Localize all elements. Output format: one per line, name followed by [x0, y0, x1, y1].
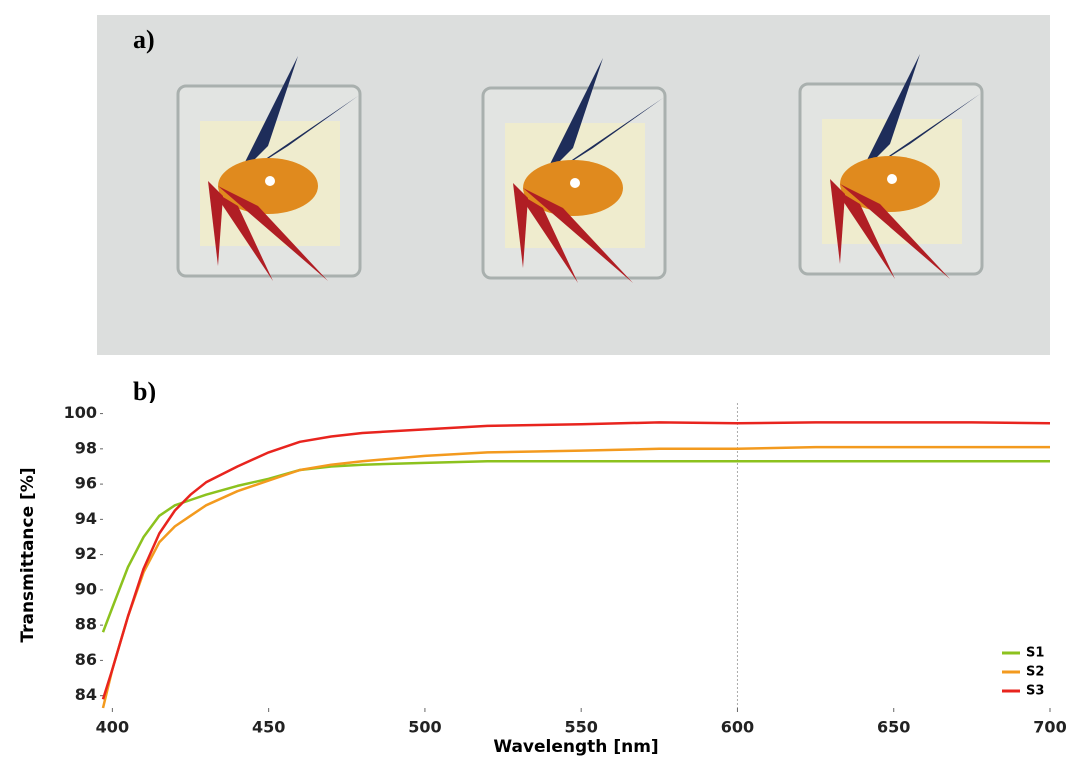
series-line [101, 445, 1050, 709]
x-tick-label: 650 [877, 718, 910, 737]
y-tick-label: 94 [75, 509, 97, 528]
plot-area [103, 403, 1050, 708]
y-tick-label: 96 [75, 474, 97, 493]
legend-label: S3 [1026, 684, 1044, 699]
sample-slide [481, 56, 667, 285]
legend-label: S1 [1026, 646, 1044, 661]
x-tick-label: 600 [721, 718, 754, 737]
y-tick-label: 88 [75, 615, 97, 634]
y-tick-label: 84 [75, 685, 97, 704]
sample-slide [798, 52, 984, 281]
panel-label: a) [133, 25, 155, 54]
x-tick-label: 400 [96, 718, 129, 737]
x-tick-label: 700 [1033, 718, 1066, 737]
y-axis-label: Transmittance [%] [18, 467, 38, 642]
y-tick-label: 100 [64, 403, 97, 422]
y-tick-label: 86 [75, 650, 97, 669]
panel-label: b) [133, 377, 156, 406]
y-tick-label: 90 [75, 579, 97, 598]
y-tick-label: 98 [75, 438, 97, 457]
sample-slide [176, 54, 362, 283]
x-tick-label: 500 [408, 718, 441, 737]
series-line [101, 421, 1051, 700]
y-tick-label: 92 [75, 544, 97, 563]
x-tick-label: 550 [564, 718, 597, 737]
x-tick-label: 450 [252, 718, 285, 737]
x-axis-label: Wavelength [nm] [493, 737, 658, 757]
legend-label: S2 [1026, 665, 1044, 680]
photo-panel: a) [97, 15, 1050, 355]
